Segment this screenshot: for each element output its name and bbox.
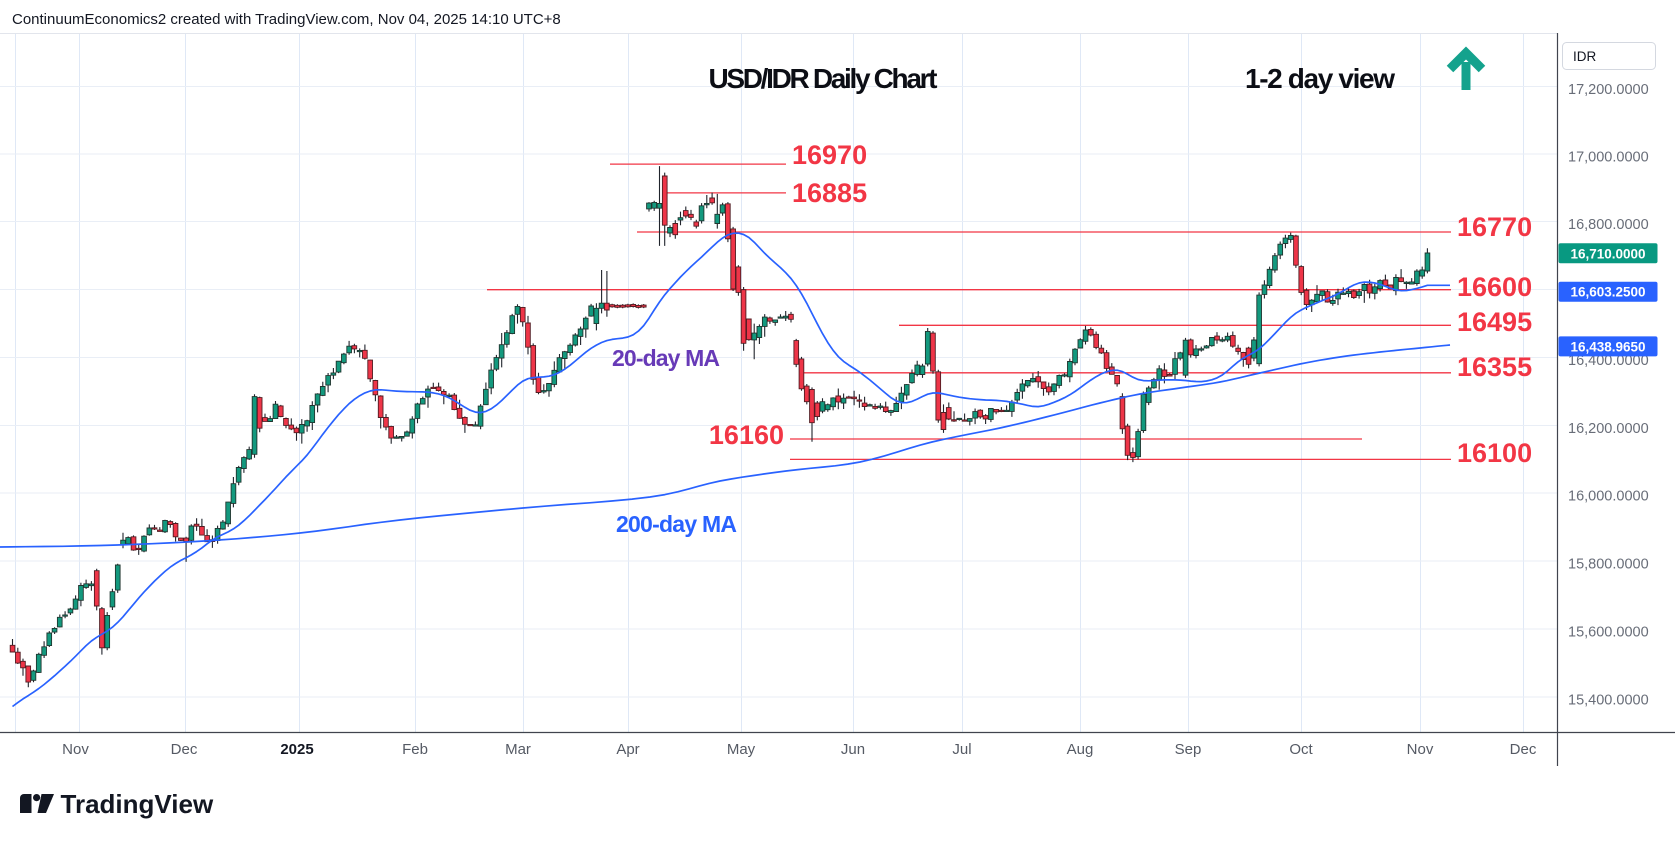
svg-text:Apr: Apr [616,741,639,758]
svg-text:16885: 16885 [792,178,867,208]
svg-text:15,800.0000: 15,800.0000 [1568,557,1649,573]
svg-text:20-day MA: 20-day MA [612,345,720,371]
svg-text:IDR: IDR [1573,49,1597,64]
svg-text:Nov: Nov [1407,741,1434,758]
svg-text:15,400.0000: 15,400.0000 [1568,693,1649,709]
svg-text:200-day MA: 200-day MA [616,511,737,537]
svg-text:TradingView: TradingView [61,789,214,819]
svg-text:Feb: Feb [402,741,428,758]
svg-text:May: May [727,741,756,758]
svg-text:Dec: Dec [1510,741,1537,758]
svg-text:ContinuumEconomics2 created wi: ContinuumEconomics2 created with Trading… [12,11,561,28]
svg-text:Mar: Mar [505,741,531,758]
svg-text:15,600.0000: 15,600.0000 [1568,625,1649,641]
svg-text:2025: 2025 [280,741,313,758]
svg-text:1-2 day view: 1-2 day view [1245,63,1395,94]
svg-text:Dec: Dec [171,741,198,758]
svg-text:16,200.0000: 16,200.0000 [1568,421,1649,437]
svg-text:Jun: Jun [841,741,865,758]
svg-text:16100: 16100 [1457,438,1532,468]
svg-text:16160: 16160 [709,420,784,450]
svg-text:16355: 16355 [1457,352,1532,382]
svg-text:16495: 16495 [1457,307,1532,337]
svg-text:Sep: Sep [1175,741,1202,758]
svg-text:16,000.0000: 16,000.0000 [1568,489,1649,505]
svg-text:USD/IDR Daily Chart: USD/IDR Daily Chart [709,63,938,94]
svg-text:16,800.0000: 16,800.0000 [1568,217,1649,233]
svg-text:16,603.2500: 16,603.2500 [1570,285,1645,300]
svg-text:Aug: Aug [1067,741,1094,758]
svg-text:Oct: Oct [1289,741,1313,758]
svg-text:16770: 16770 [1457,212,1532,242]
svg-text:16600: 16600 [1457,272,1532,302]
svg-text:16,710.0000: 16,710.0000 [1570,246,1645,261]
svg-text:17,200.0000: 17,200.0000 [1568,82,1649,98]
svg-text:Nov: Nov [62,741,89,758]
svg-text:Jul: Jul [952,741,971,758]
svg-text:16,438.9650: 16,438.9650 [1570,339,1645,354]
svg-text:16,400.0000: 16,400.0000 [1568,353,1649,369]
svg-text:17,000.0000: 17,000.0000 [1568,150,1649,166]
svg-text:16970: 16970 [792,140,867,170]
